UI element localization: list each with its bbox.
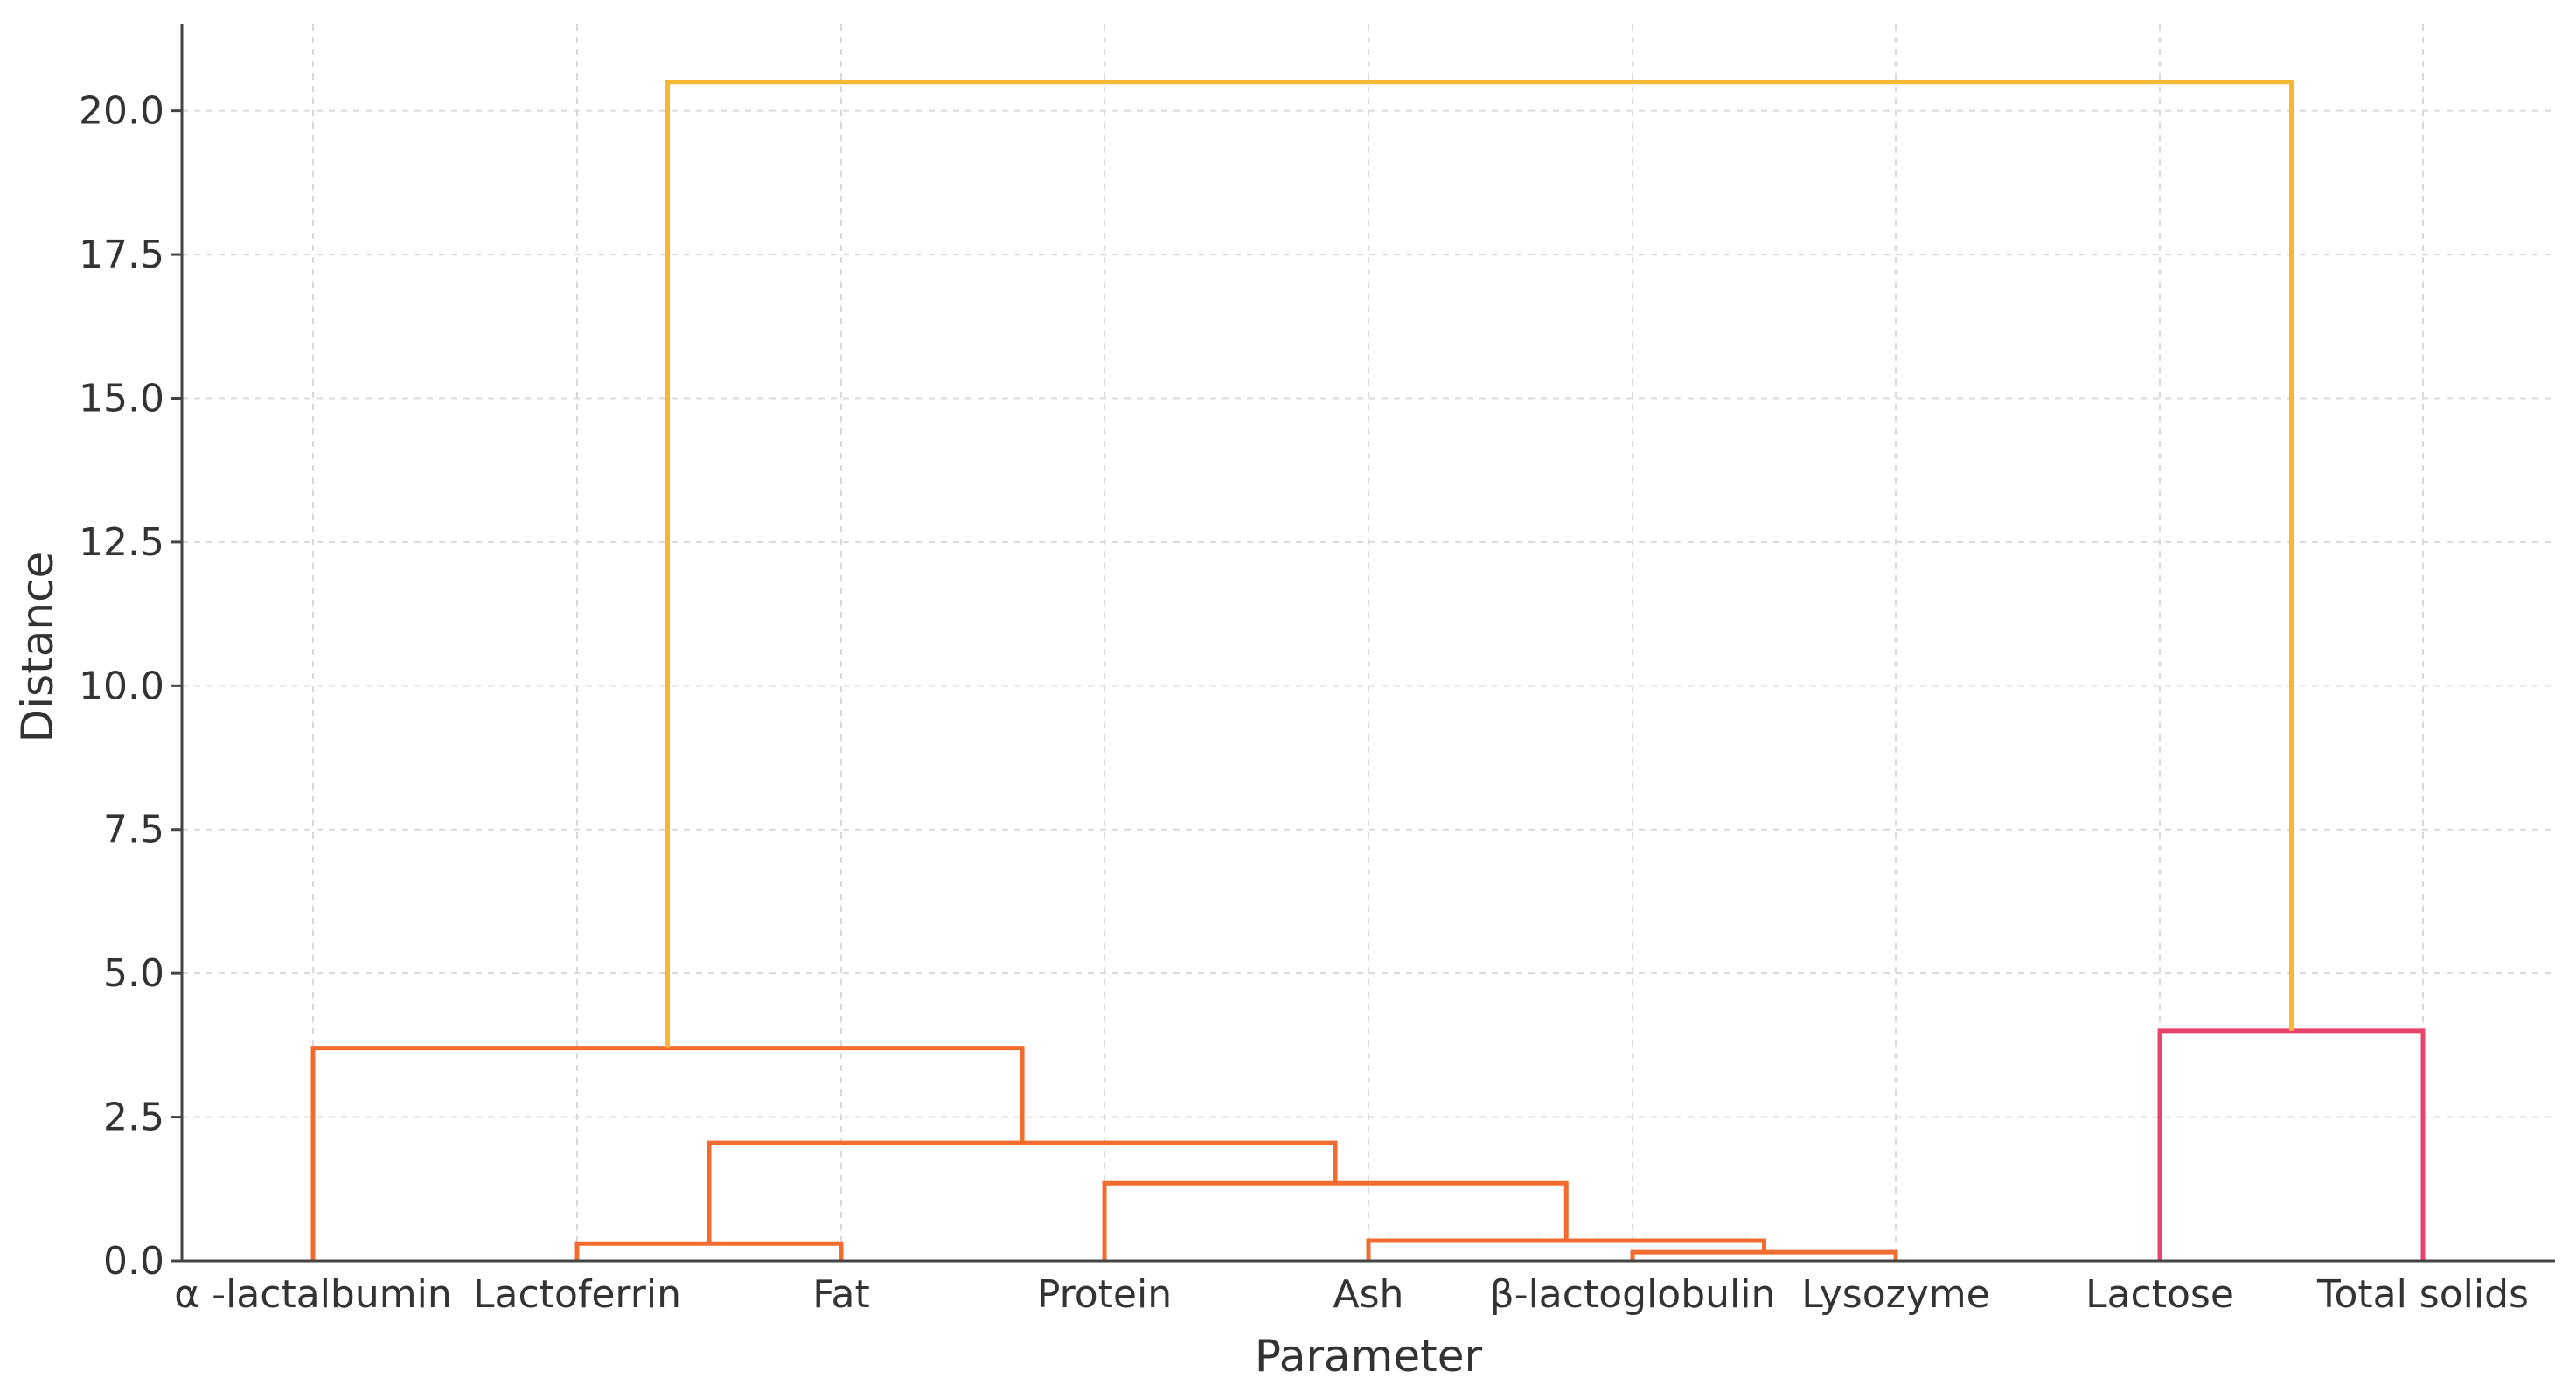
x-tick-label: Lactose (2085, 1272, 2234, 1317)
y-tick-label: 12.5 (79, 520, 164, 565)
x-ticks: α -lactalbumin Lactoferrin Fat Protein Ash β-… (174, 1272, 2529, 1317)
y-tick-label: 17.5 (79, 233, 164, 277)
x-tick-label: Total solids (2316, 1272, 2529, 1317)
grid-lines (182, 24, 2555, 1262)
dendrogram-link (665, 80, 2294, 1048)
dendrogram-link (707, 1140, 1338, 1244)
x-tick-label: Lactoferrin (473, 1272, 681, 1317)
x-tick-label: β-lactoglobulin (1490, 1272, 1776, 1317)
axes (180, 24, 2555, 1263)
x-tick-label: α -lactalbumin (174, 1272, 451, 1317)
dendrogram-link (2157, 1028, 2426, 1261)
y-tick-label: 7.5 (103, 808, 164, 853)
dendrogram-links (310, 80, 2426, 1261)
y-tick-label: 0.0 (103, 1239, 164, 1284)
x-axis-label: Parameter (1255, 1331, 1483, 1382)
y-ticks: 0.0 2.5 5.0 7.5 10.0 12.5 15.0 17.5 20.0 (79, 89, 182, 1284)
y-tick-label: 2.5 (103, 1096, 164, 1140)
x-tick-label: Ash (1333, 1272, 1404, 1317)
x-tick-label: Fat (812, 1272, 869, 1317)
y-axis-label: Distance (12, 552, 63, 743)
dendrogram-link (1102, 1180, 1569, 1261)
y-tick-label: 5.0 (103, 951, 164, 996)
y-tick-label: 10.0 (79, 664, 164, 708)
y-tick-label: 20.0 (79, 89, 164, 134)
dendrogram-link (310, 1046, 1025, 1261)
dendrogram-link (574, 1241, 844, 1261)
x-tick-label: Lysozyme (1801, 1272, 1989, 1317)
y-tick-label: 15.0 (79, 376, 164, 421)
x-tick-label: Protein (1037, 1272, 1172, 1317)
